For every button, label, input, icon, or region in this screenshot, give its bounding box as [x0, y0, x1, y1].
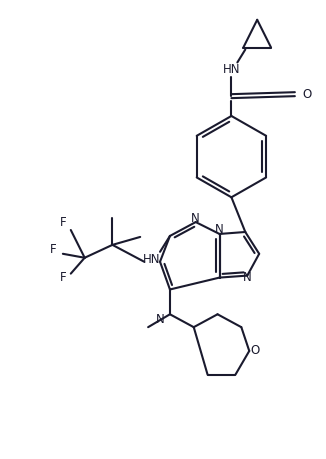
Text: F: F — [60, 271, 66, 284]
Text: F: F — [50, 243, 56, 256]
Text: N: N — [191, 212, 200, 224]
Text: HN: HN — [223, 63, 240, 76]
Text: O: O — [302, 88, 311, 101]
Text: N: N — [156, 313, 164, 326]
Text: F: F — [60, 216, 66, 229]
Text: N: N — [243, 271, 252, 284]
Text: N: N — [215, 224, 224, 236]
Text: HN: HN — [143, 253, 161, 266]
Text: O: O — [251, 344, 260, 358]
